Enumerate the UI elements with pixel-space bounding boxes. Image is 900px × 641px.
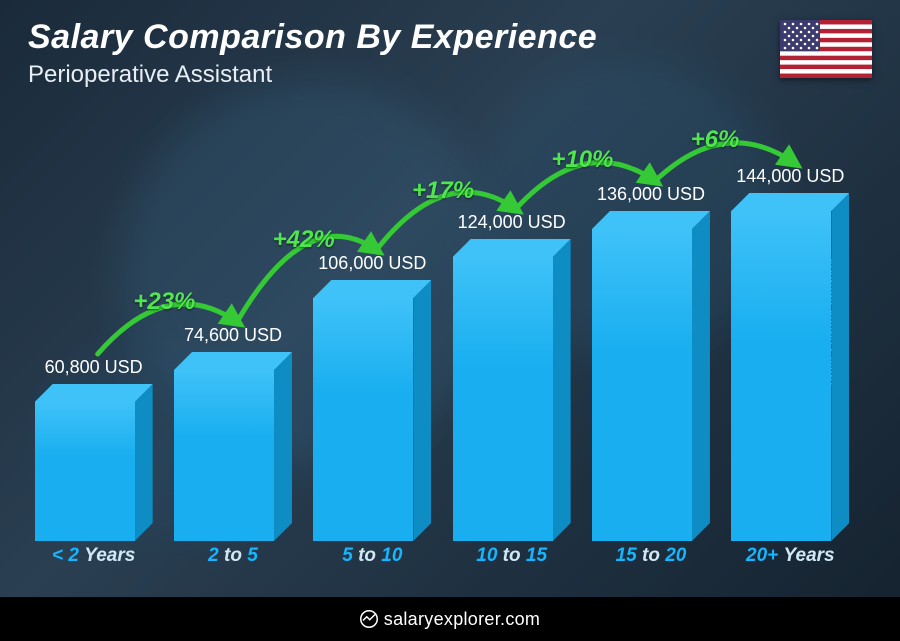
bar [721,193,860,541]
bar-value-label: 106,000 USD [312,253,432,274]
x-axis-label: 2 to 5 [163,545,302,573]
bar [24,384,163,541]
increase-pct-label: +42% [273,226,335,254]
bar [303,280,442,541]
salaryexplorer-logo-icon [360,610,378,628]
page-title: Salary Comparison By Experience [28,18,597,57]
x-axis-label: 15 to 20 [581,545,720,573]
bar [442,239,581,541]
page-subtitle: Perioperative Assistant [28,61,597,89]
increase-pct-label: +10% [551,146,613,174]
country-flag-us [780,20,872,78]
x-labels-container: < 2 Years2 to 55 to 1010 to 1515 to 2020… [24,545,860,573]
x-axis-label: < 2 Years [24,545,163,573]
us-flag-icon [780,20,872,78]
increase-pct-label: +17% [412,177,474,205]
bar-value-label: 124,000 USD [452,212,572,233]
x-axis-label: 20+ Years [721,545,860,573]
footer-bar: salaryexplorer.com [0,597,900,641]
bar [581,211,720,541]
infographic-stage: Salary Comparison By Experience Perioper… [0,0,900,641]
x-axis-label: 10 to 15 [442,545,581,573]
x-axis-label: 5 to 10 [303,545,442,573]
bar-value-label: 144,000 USD [730,166,850,187]
bar-value-label: 136,000 USD [591,184,711,205]
footer-text: salaryexplorer.com [384,609,540,630]
salary-bar-chart: < 2 Years2 to 55 to 1010 to 1515 to 2020… [24,140,860,573]
increase-pct-label: +6% [691,126,740,154]
title-block: Salary Comparison By Experience Perioper… [28,18,597,89]
increase-pct-label: +23% [133,288,195,316]
bar [163,352,302,541]
bar-value-label: 74,600 USD [173,325,293,346]
bar-value-label: 60,800 USD [34,357,154,378]
